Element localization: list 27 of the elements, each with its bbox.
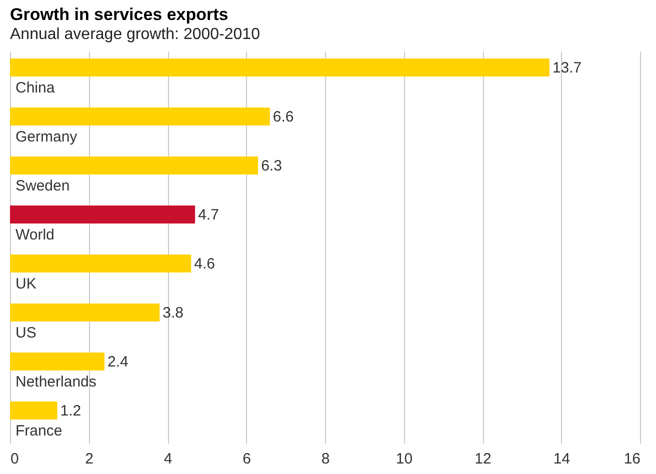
data-label: 1.2	[60, 402, 82, 420]
x-tick-label: 2	[85, 450, 94, 468]
x-tick-label: 4	[164, 450, 172, 468]
data-label: 4.6	[194, 256, 215, 272]
x-tick-label: 10	[396, 450, 413, 468]
data-label: 13.7	[552, 60, 582, 76]
x-tick-label: 0	[10, 450, 19, 468]
x-tick-label: 14	[553, 450, 570, 468]
data-label: 6.6	[272, 108, 294, 126]
x-tick-label: 8	[321, 450, 330, 468]
y-tick-label: China	[16, 80, 56, 96]
x-tick-label: 12	[474, 450, 492, 468]
y-tick-label: UK	[16, 276, 36, 292]
y-tick-label: Netherlands	[16, 374, 96, 390]
data-label: 2.4	[108, 354, 128, 370]
data-label: 4.7	[198, 206, 219, 224]
y-tick-label: US	[16, 324, 36, 342]
chart-subtitle: Annual average growth: 2000-2010	[10, 26, 260, 43]
y-tick-label: Sweden	[16, 178, 70, 194]
data-label: 3.8	[162, 304, 184, 322]
x-tick-label: 6	[242, 450, 251, 468]
data-label: 6.3	[261, 158, 282, 174]
x-tick-label: 16	[624, 450, 640, 468]
chart-title: Growth in services exports	[10, 5, 228, 24]
y-tick-label: France	[16, 422, 62, 440]
y-tick-label: World	[16, 226, 54, 244]
y-tick-label: Germany	[16, 128, 78, 146]
